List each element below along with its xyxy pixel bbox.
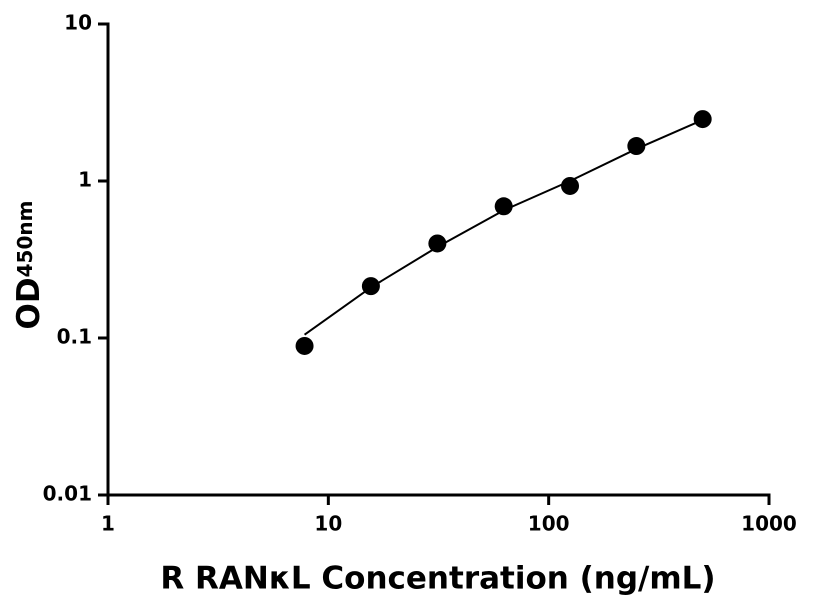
x-tick-label: 1000: [741, 512, 797, 536]
data-point: [494, 197, 513, 216]
data-point: [361, 277, 380, 296]
x-tick-label: 10: [314, 512, 342, 536]
x-tick-label: 1: [101, 512, 115, 536]
y-tick-label: 0.1: [57, 325, 92, 349]
data-point: [561, 176, 580, 195]
data-point: [428, 234, 447, 253]
x-axis-title: R RANκL Concentration (ng/mL): [160, 561, 715, 597]
y-axis-title-sub: 450nm: [13, 201, 37, 278]
y-tick-label: 0.01: [43, 482, 92, 506]
data-point: [295, 336, 314, 355]
x-tick-label: 100: [528, 512, 570, 536]
data-point: [627, 137, 646, 156]
y-tick-label: 1: [78, 168, 92, 192]
data-point: [693, 110, 712, 129]
y-axis-title-main: OD: [11, 277, 47, 329]
y-axis-title: OD450nm: [11, 201, 47, 330]
y-tick-label: 10: [64, 11, 92, 35]
